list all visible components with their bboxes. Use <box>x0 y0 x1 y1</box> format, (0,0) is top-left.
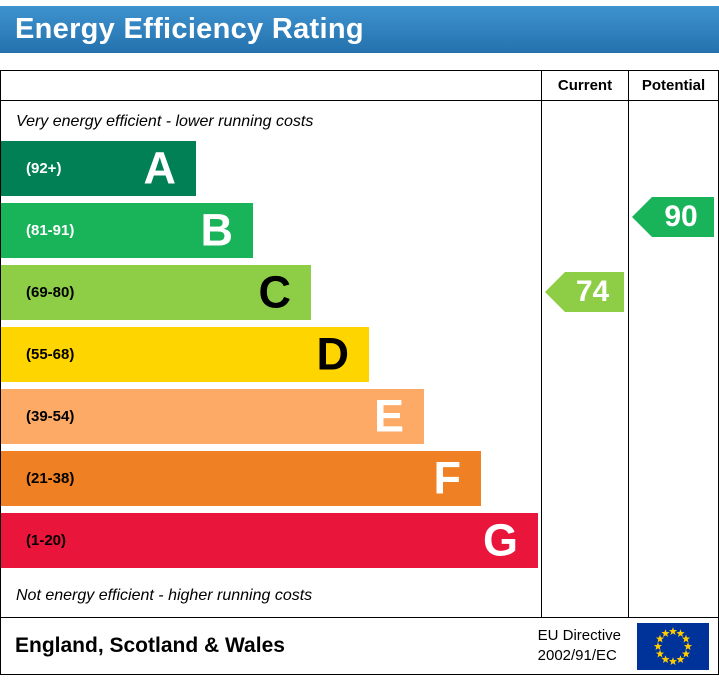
band-letter: E <box>373 390 404 442</box>
eu-flag-star-icon <box>661 628 670 637</box>
eu-flag-star-icon <box>676 628 685 637</box>
band-letter: A <box>143 142 177 194</box>
band-row-f: (21-38) F <box>1 447 541 509</box>
page-title: Energy Efficiency Rating <box>15 13 364 45</box>
band-range-label: (69-80) <box>26 283 75 301</box>
bands-column: Very energy efficient - lower running co… <box>1 101 541 617</box>
eu-flag-star-icon <box>668 626 678 635</box>
epc-rating-chart: Energy Efficiency Rating Current Potenti… <box>0 6 719 681</box>
potential-column: 90 <box>628 101 718 617</box>
eu-flag-star-icon <box>681 634 691 642</box>
table-header-row: Current Potential <box>1 71 718 101</box>
band-row-e: (39-54) E <box>1 385 541 447</box>
band-range-label: (21-38) <box>26 469 75 487</box>
title-bar: Energy Efficiency Rating <box>0 6 719 53</box>
band-range-label: (92+) <box>26 159 62 177</box>
band-letter: G <box>482 514 518 566</box>
band-range-label: (39-54) <box>26 407 75 425</box>
top-note: Very energy efficient - lower running co… <box>16 113 314 130</box>
band-bar: (69-80) C <box>1 264 311 320</box>
eu-flag-star-icon <box>661 654 670 663</box>
eu-flag-star-icon <box>655 649 665 657</box>
current-column-header: Current <box>541 71 628 100</box>
band-row-d: (55-68) D <box>1 323 541 385</box>
eu-directive-line2: 2002/91/EC <box>537 647 617 664</box>
eu-flag-star-icon <box>655 634 665 642</box>
band-bar: (39-54) E <box>1 388 424 444</box>
eu-flag-star-icon <box>653 641 663 650</box>
potential-rating-pointer: 90 <box>632 197 714 237</box>
band-range-label: (81-91) <box>26 221 75 239</box>
band-bar: (81-91) B <box>1 202 253 258</box>
table-body: Very energy efficient - lower running co… <box>1 101 718 617</box>
band-range-label: (55-68) <box>26 345 75 363</box>
eu-flag-star-icon <box>681 649 691 657</box>
eu-flag-star-icon <box>676 654 685 663</box>
band-letter: C <box>258 266 292 318</box>
potential-column-header: Potential <box>628 71 718 100</box>
band-letter: D <box>316 328 350 380</box>
bottom-note: Not energy efficient - higher running co… <box>16 587 313 604</box>
eu-flag-star-icon <box>683 641 693 650</box>
table-footer: England, Scotland & Wales EU Directive 2… <box>1 617 718 674</box>
eu-directive-label: EU Directive 2002/91/EC <box>538 626 621 667</box>
band-range-label: (1-20) <box>26 531 67 549</box>
band-row-b: (81-91) B <box>1 199 541 261</box>
band-bar: (1-20) G <box>1 512 538 568</box>
eu-flag-icon <box>637 622 709 670</box>
current-column: 74 <box>541 101 628 617</box>
potential-rating-pointer-value: 90 <box>664 200 698 233</box>
region-label: England, Scotland & Wales <box>15 634 285 657</box>
band-row-a: (92+) A <box>1 137 541 199</box>
band-bar: (55-68) D <box>1 326 369 382</box>
table-header-spacer <box>1 71 541 100</box>
current-rating-pointer-value: 74 <box>575 275 610 308</box>
band-bar: (92+) A <box>1 140 196 196</box>
rating-table: Current Potential Very energy efficient … <box>0 70 719 675</box>
eu-flag-star-icon <box>668 656 678 665</box>
band-bar: (21-38) F <box>1 450 481 506</box>
current-rating-pointer: 74 <box>545 272 624 312</box>
band-row-g: (1-20) G <box>1 509 541 571</box>
eu-directive-line1: EU Directive <box>537 626 621 644</box>
band-row-c: (69-80) C <box>1 261 541 323</box>
band-letter: F <box>433 452 462 504</box>
bands-area: (92+) A (81-91) B (69-80) C (55-68) D (3… <box>1 137 541 571</box>
band-letter: B <box>200 204 234 256</box>
